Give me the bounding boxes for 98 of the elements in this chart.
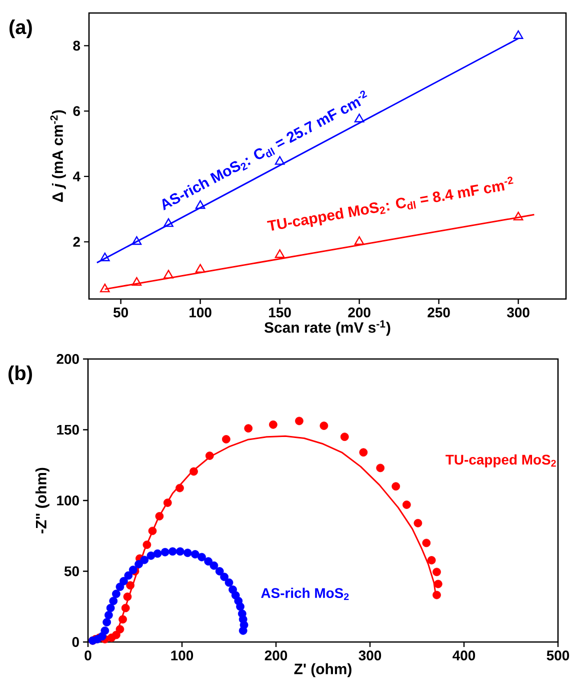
point (222, 435, 230, 444)
x-tick-label: 100 (190, 307, 212, 318)
point (354, 236, 364, 245)
x-tick-label: 500 (546, 650, 570, 660)
point (102, 618, 111, 626)
x-tick-label: 200 (348, 307, 370, 318)
x-tick-label: 50 (113, 307, 128, 318)
text: (b) (8, 366, 32, 384)
y-tick-label: 100 (57, 496, 79, 506)
point (100, 252, 110, 262)
point (163, 498, 172, 507)
point (432, 568, 441, 576)
point (164, 218, 174, 227)
point (183, 548, 192, 558)
point (164, 270, 174, 279)
point (195, 264, 206, 273)
point (116, 625, 124, 634)
x-tick-label: 0 (84, 650, 92, 660)
point (112, 590, 120, 598)
x-tick-label: 250 (428, 307, 450, 318)
point (118, 615, 127, 624)
point (215, 567, 224, 576)
point (513, 212, 524, 220)
point (295, 416, 304, 426)
y-tick-label: 4 (72, 172, 80, 182)
y-tick-label: 8 (73, 40, 80, 51)
point (224, 578, 234, 587)
point (392, 482, 400, 491)
point (134, 560, 143, 568)
point (100, 626, 110, 635)
point (121, 604, 130, 612)
x-tick-label: 400 (452, 650, 476, 660)
point (274, 156, 285, 165)
x-tick-label: 200 (264, 650, 288, 660)
y-tick-label: 50 (64, 566, 79, 576)
point (205, 452, 214, 460)
y-tick-label: 200 (56, 354, 79, 364)
point (124, 571, 133, 580)
point (340, 432, 349, 442)
y-axis-title: Δ j (mA cm$^{-2}$) (50, 110, 66, 202)
point (359, 448, 368, 457)
point (146, 552, 156, 560)
point (123, 592, 132, 601)
y-tick-label: 150 (57, 424, 79, 435)
point (160, 548, 170, 556)
x-tick-label: 150 (269, 307, 291, 318)
x-tick-label: 300 (358, 650, 382, 660)
point (100, 284, 110, 292)
point (126, 581, 134, 590)
point (109, 596, 118, 606)
point (274, 249, 285, 258)
point (140, 556, 149, 564)
text: TU-capped MoS$_{2}$: C$_{dl}$ = 8.4 mF cm$^{-2}$ (266, 176, 514, 231)
point (513, 30, 524, 39)
point (190, 550, 200, 558)
y-axis-title: -Z" (ohm) (35, 468, 50, 534)
text: TU-capped MoS$_{2}$ (446, 454, 556, 468)
x-tick-label: 300 (506, 307, 530, 318)
point (132, 236, 142, 245)
point (204, 557, 213, 566)
point (432, 590, 441, 600)
point (268, 420, 278, 429)
point (414, 518, 422, 528)
text: (a) (10, 20, 32, 38)
point (148, 526, 157, 536)
point (236, 602, 244, 611)
point (244, 424, 253, 433)
point (155, 512, 164, 520)
point (168, 547, 177, 556)
point (112, 630, 120, 640)
point (132, 277, 142, 286)
point (434, 580, 442, 588)
point (402, 500, 411, 509)
point (427, 556, 436, 564)
point (320, 422, 328, 430)
point (190, 467, 198, 476)
point (354, 114, 364, 122)
point (198, 552, 206, 562)
x-axis-title: Z' (ohm) (294, 663, 352, 678)
point (176, 547, 184, 556)
point (120, 576, 128, 586)
x-axis-title: Scan rate (mV s$^{-1}$) (264, 320, 390, 336)
point (142, 540, 152, 549)
point (422, 538, 431, 548)
x-tick-label: 100 (171, 650, 194, 660)
point (176, 484, 184, 492)
y-tick-label: 0 (72, 637, 79, 647)
point (106, 604, 115, 612)
point (238, 626, 248, 635)
y-tick-label: 6 (73, 106, 80, 116)
point (104, 610, 113, 620)
point (153, 549, 162, 558)
series-label: AS-rich MoS$_{2}$ (261, 588, 349, 600)
point (376, 464, 385, 472)
point (116, 582, 124, 591)
point (220, 572, 228, 582)
y-tick-label: 2 (73, 236, 80, 247)
point (210, 561, 218, 570)
